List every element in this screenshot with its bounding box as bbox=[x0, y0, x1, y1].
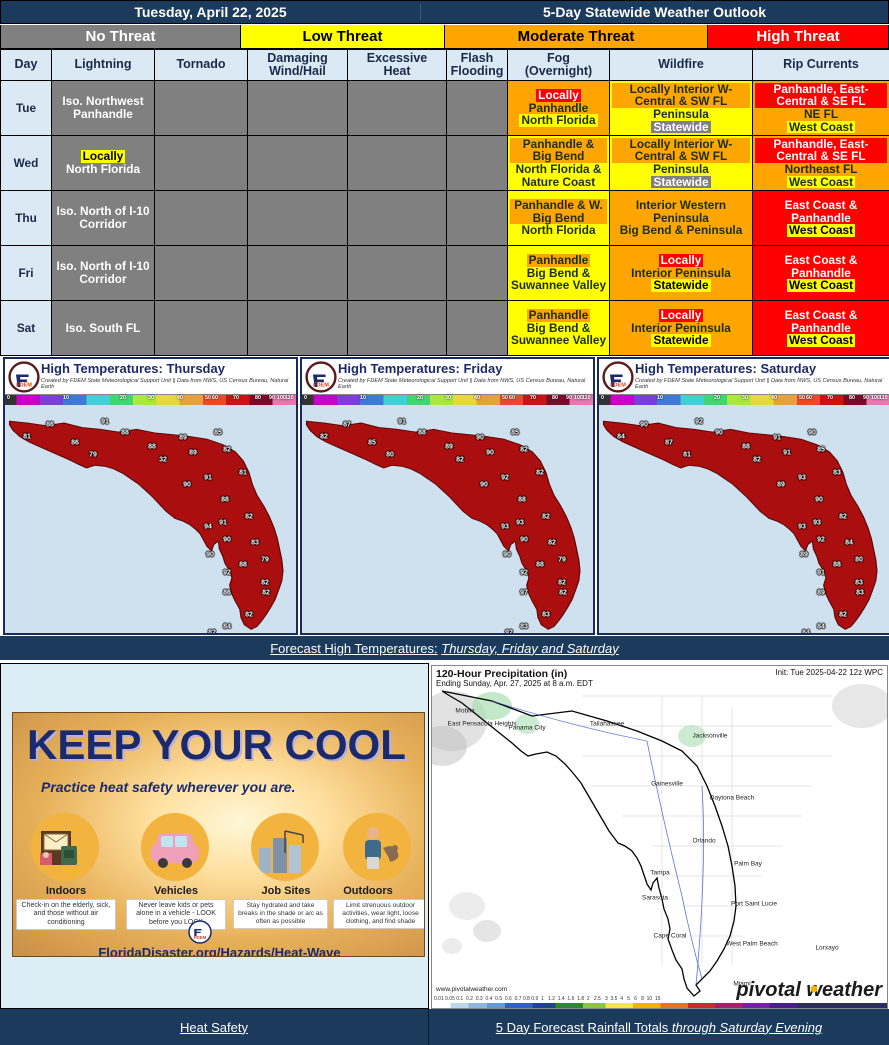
svg-text:FDEM: FDEM bbox=[194, 935, 207, 940]
svg-text:FDEM: FDEM bbox=[16, 383, 32, 389]
svg-text:FDEM: FDEM bbox=[610, 383, 626, 389]
svg-text:FDEM: FDEM bbox=[313, 383, 329, 389]
svg-text:pivotal weather: pivotal weather bbox=[735, 979, 883, 1001]
